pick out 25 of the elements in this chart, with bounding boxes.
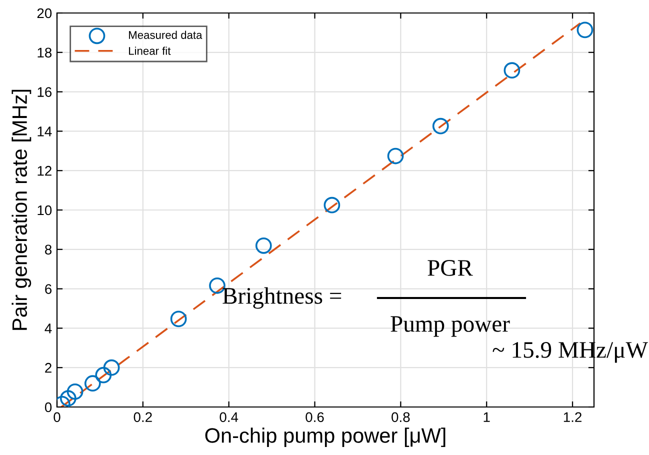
x-tick-label: 0 xyxy=(54,412,60,422)
x-tick-label: 0.8 xyxy=(392,412,410,422)
x-tick-label: 0.4 xyxy=(220,412,238,422)
annotation: Brightness = xyxy=(222,287,342,309)
y-axis-title: Pair generation rate [MHz] xyxy=(12,90,32,330)
y-tick-label: 0 xyxy=(44,402,52,412)
y-tick-label: 8 xyxy=(45,244,52,255)
legend-label: Measured data xyxy=(129,30,202,39)
y-tick-label: 20 xyxy=(37,8,52,18)
annotation: Pump power xyxy=(390,316,510,337)
y-tick-label: 14 xyxy=(38,126,52,136)
y-tick-label: 2 xyxy=(45,362,52,373)
y-tick-label: 16 xyxy=(38,87,52,97)
y-tick-label: 4 xyxy=(44,324,52,334)
annotation: PGR xyxy=(428,260,473,276)
x-axis-title: On-chip pump power [μW] xyxy=(205,428,446,448)
x-tick-label: 1 xyxy=(484,412,490,422)
x-tick-label: 0.2 xyxy=(134,412,152,422)
legend-label: Linear fit xyxy=(129,46,171,55)
y-tick-label: 6 xyxy=(45,284,52,294)
y-tick-label: 10 xyxy=(38,205,52,216)
x-tick-label: 1.2 xyxy=(564,412,582,422)
x-tick-label: 0.6 xyxy=(306,412,324,422)
y-tick-label: 12 xyxy=(38,166,52,176)
y-tick-label: 18 xyxy=(38,48,52,58)
